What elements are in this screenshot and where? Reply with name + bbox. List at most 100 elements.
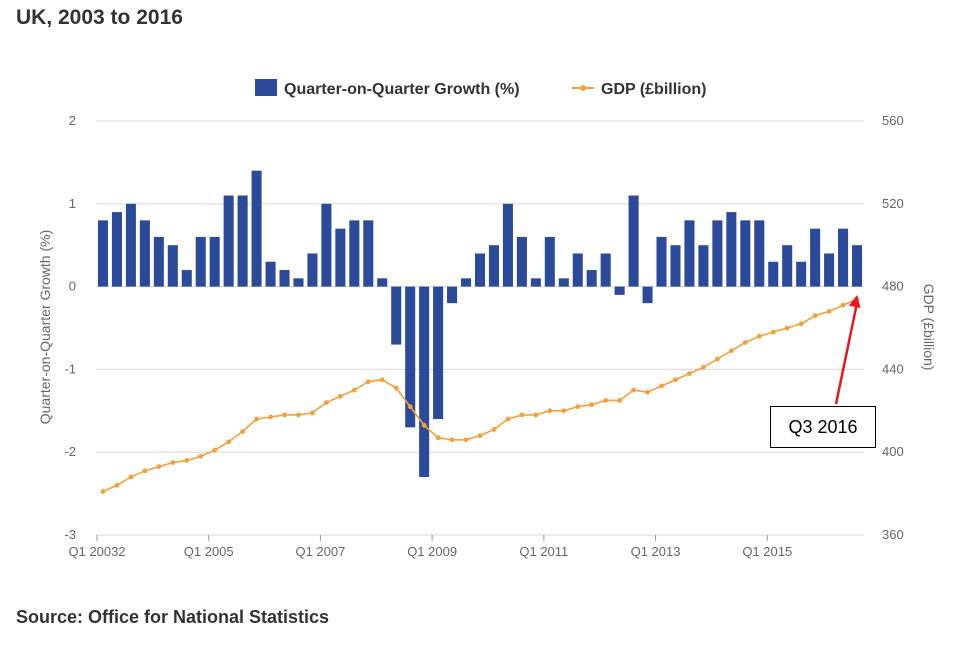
growth-bar — [223, 195, 234, 287]
gdp-point — [310, 410, 315, 416]
gdp-point — [603, 398, 609, 403]
left-tick-label: 1 — [69, 196, 76, 211]
growth-bar — [488, 245, 499, 287]
growth-bar — [321, 203, 332, 287]
growth-bar — [335, 228, 346, 287]
gdp-point — [742, 340, 748, 345]
gdp-point — [296, 412, 301, 418]
gdp-point — [687, 371, 692, 376]
right-tick-label: 360 — [882, 527, 904, 542]
annotation-arrow-head — [848, 295, 861, 308]
right-tick-label: 560 — [882, 113, 904, 128]
growth-bar — [377, 278, 388, 287]
gdp-point — [226, 439, 232, 445]
gdp-point — [756, 333, 762, 339]
gdp-point — [100, 489, 106, 494]
gdp-point — [533, 412, 539, 418]
gdp-point — [547, 408, 553, 414]
gdp-point — [393, 385, 399, 391]
gdp-point — [589, 402, 595, 407]
right-axis-title: GDP (£billion) — [921, 284, 937, 371]
growth-bar — [447, 286, 458, 304]
gdp-point — [826, 309, 832, 314]
x-tick-label: Q1 2015 — [742, 544, 792, 559]
gdp-point — [784, 325, 790, 331]
growth-bar — [153, 236, 164, 287]
growth-bar — [768, 261, 779, 287]
x-tick-label: Q1 2009 — [407, 544, 457, 559]
gdp-point — [212, 447, 218, 453]
gdp-point — [268, 414, 273, 420]
growth-bar — [279, 270, 290, 287]
growth-bar — [502, 203, 513, 287]
growth-bar — [754, 220, 765, 287]
gdp-point — [673, 377, 678, 383]
legend-label-gdp: GDP (£billion) — [601, 81, 706, 98]
legend: Quarter-on-Quarter Growth (%) GDP (£billi… — [255, 79, 706, 98]
gdp-point — [812, 313, 818, 318]
gdp-point — [365, 379, 371, 385]
gdp-point — [728, 348, 734, 354]
right-tick-label: 440 — [882, 361, 904, 376]
gdp-point — [337, 393, 343, 399]
growth-bar — [670, 245, 681, 287]
growth-bar — [824, 253, 835, 287]
legend-label-growth: Quarter-on-Quarter Growth (%) — [284, 81, 520, 98]
growth-bar — [530, 278, 541, 287]
gdp-point — [519, 412, 525, 418]
gdp-point — [491, 427, 497, 432]
gdp-point — [701, 364, 706, 370]
growth-bar — [796, 261, 807, 287]
growth-bar — [628, 195, 639, 287]
growth-bar — [698, 245, 709, 287]
growth-bar — [726, 212, 737, 287]
growth-bar — [572, 253, 583, 287]
gdp-point — [254, 416, 259, 422]
x-tick-label: Q1 2011 — [519, 544, 568, 559]
gdp-point — [505, 416, 511, 422]
growth-bar — [433, 286, 444, 420]
growth-bar — [195, 236, 206, 287]
growth-bar — [139, 220, 150, 287]
growth-bar — [111, 212, 122, 287]
gdp-point — [659, 383, 664, 389]
growth-bar — [586, 270, 597, 287]
left-tick-label: -2 — [64, 444, 76, 459]
growth-bar — [97, 220, 109, 287]
left-tick-label: -3 — [64, 527, 76, 542]
growth-bar — [251, 170, 262, 287]
growth-bar — [181, 270, 192, 287]
growth-bar — [265, 261, 276, 287]
legend-marker-gdp — [580, 85, 586, 91]
left-tick-label: 0 — [69, 279, 76, 294]
left-tick-label: -1 — [64, 361, 76, 376]
growth-bar — [544, 236, 555, 287]
growth-bar — [405, 286, 416, 428]
growth-bar — [558, 278, 569, 287]
gdp-point — [449, 437, 455, 443]
x-tick-label: Q1 2013 — [631, 544, 681, 559]
gdp-point — [407, 404, 413, 410]
gdp-point — [435, 435, 441, 441]
legend-swatch-growth — [255, 79, 277, 96]
gdp-point — [184, 458, 190, 463]
growth-bar — [419, 286, 430, 478]
gdp-point — [631, 387, 636, 393]
gdp-point — [840, 302, 846, 308]
annotation-arrow-shaft — [834, 302, 859, 405]
x-tick-label: Q1 2007 — [295, 544, 345, 559]
right-axis-ticks: 560 520 480 440 400 360 — [882, 113, 904, 542]
growth-bar — [167, 245, 178, 287]
gdp-point — [617, 398, 623, 403]
growth-bar — [349, 220, 360, 287]
x-tick-label: Q1 20032 — [68, 544, 125, 559]
gdp-line-path — [102, 298, 858, 493]
gdp-point — [198, 453, 204, 459]
growth-bar — [838, 228, 849, 287]
growth-bar — [782, 245, 793, 287]
gdp-point — [240, 429, 246, 434]
growth-bar — [363, 220, 374, 287]
gdp-point — [156, 464, 162, 470]
gdp-point — [770, 329, 776, 335]
